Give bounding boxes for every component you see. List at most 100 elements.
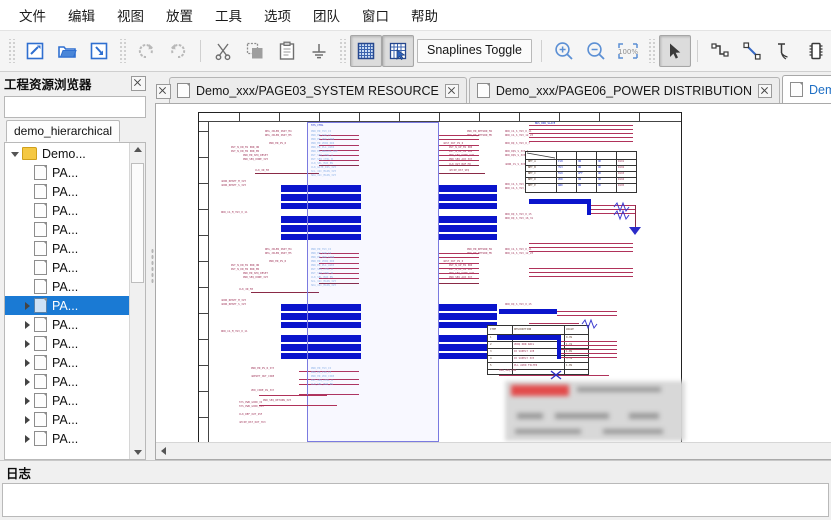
open-folder-icon[interactable]: [51, 35, 83, 67]
grid-snap-icon[interactable]: [382, 35, 414, 67]
menu-view[interactable]: 视图: [117, 9, 144, 24]
grid-toggle-icon[interactable]: [350, 35, 382, 67]
schematic-block: [309, 344, 361, 351]
selection-rectangle[interactable]: [307, 122, 439, 442]
tree-item-label: PA...: [52, 298, 79, 313]
tree-item[interactable]: PA...: [5, 277, 129, 296]
project-filter-input[interactable]: [4, 96, 146, 118]
toolbar-grip-place[interactable]: [646, 39, 656, 63]
chevron-right-icon[interactable]: [21, 299, 34, 312]
new-document-icon[interactable]: [19, 35, 51, 67]
scroll-down-icon[interactable]: [130, 445, 145, 459]
chevron-right-icon[interactable]: [21, 413, 34, 426]
schematic-canvas[interactable]: RPG_JOLEN_INIT_M4 RPG_JOLEN_INIT_M5 PWR_…: [156, 104, 831, 442]
chevron-right-icon[interactable]: [21, 318, 34, 331]
tab-overflow-close-icon[interactable]: [155, 83, 171, 99]
tree-item[interactable]: PA...: [5, 410, 129, 429]
tree-item[interactable]: PA...: [5, 315, 129, 334]
tree-item[interactable]: PA...: [5, 353, 129, 372]
tree-root-demo[interactable]: Demo...: [5, 144, 129, 163]
tab-page03-system-resource[interactable]: Demo_xxx/PAGE03_SYSTEM RESOURCE: [169, 77, 467, 103]
tab-active-demo[interactable]: Demo_xxx/: [781, 75, 831, 103]
editor-area: Demo_xxx/PAGE03_SYSTEM RESOURCE Demo_xxx…: [155, 72, 831, 460]
chevron-right-icon[interactable]: [21, 356, 34, 369]
title-block-line1: [577, 387, 661, 392]
menu-window[interactable]: 窗口: [362, 9, 389, 24]
schematic-sheet: RPG_JOLEN_INIT_M4 RPG_JOLEN_INIT_M5 PWR_…: [198, 112, 685, 442]
tab-close-icon[interactable]: [444, 83, 459, 98]
file-icon: [34, 355, 47, 370]
place-bus-icon[interactable]: [736, 35, 768, 67]
pointer-select-icon[interactable]: [658, 35, 691, 67]
place-component-icon[interactable]: [800, 35, 831, 67]
toolbar-grip-file[interactable]: [7, 39, 16, 63]
file-icon: [34, 279, 47, 294]
schematic-block: [439, 185, 497, 192]
tree-item-label: PA...: [52, 355, 79, 370]
file-icon: [34, 431, 47, 446]
tree-item[interactable]: PA...: [5, 220, 129, 239]
schematic-block: [557, 335, 561, 359]
tree-item[interactable]: PA...: [5, 258, 129, 277]
menu-file[interactable]: 文件: [19, 9, 46, 24]
scroll-left-icon[interactable]: [156, 443, 172, 459]
panel-splitter[interactable]: [150, 72, 155, 460]
menu-place[interactable]: 放置: [166, 9, 193, 24]
chevron-down-icon[interactable]: [9, 147, 22, 160]
project-tree[interactable]: Demo... PA... PA... PA... PA... PA... PA…: [5, 143, 129, 459]
tree-item[interactable]: PA...: [5, 334, 129, 353]
menu-help[interactable]: 帮助: [411, 9, 438, 24]
scroll-track[interactable]: [130, 157, 145, 445]
tree-item-selected[interactable]: PA...: [5, 296, 129, 315]
zoom-out-icon[interactable]: [580, 35, 612, 67]
paste-icon[interactable]: [271, 35, 303, 67]
cut-scissors-icon[interactable]: [207, 35, 239, 67]
tree-item[interactable]: PA...: [5, 239, 129, 258]
title-block-logo: [511, 385, 569, 396]
toolbar-grip-edit[interactable]: [118, 39, 127, 63]
tab-scroll-left-icon[interactable]: [155, 79, 171, 103]
tree-item[interactable]: PA...: [5, 163, 129, 182]
chevron-right-icon[interactable]: [21, 337, 34, 350]
menu-edit[interactable]: 编辑: [68, 9, 95, 24]
svg-text:100%: 100%: [618, 48, 638, 56]
scroll-thumb[interactable]: [131, 163, 144, 283]
toolbar-grip-grid[interactable]: [338, 39, 347, 63]
tab-close-icon[interactable]: [757, 83, 772, 98]
project-tree-container: Demo... PA... PA... PA... PA... PA... PA…: [4, 142, 146, 460]
tree-item[interactable]: PA...: [5, 391, 129, 410]
tree-item-label: PA...: [52, 317, 79, 332]
tab-demo-hierarchical[interactable]: demo_hierarchical: [6, 120, 121, 142]
zoom-fit-100-icon[interactable]: 100%: [612, 35, 644, 67]
schematic-block: [439, 234, 497, 240]
tree-item[interactable]: PA...: [5, 372, 129, 391]
tree-item[interactable]: PA...: [5, 201, 129, 220]
log-panel-content[interactable]: [2, 483, 829, 517]
canvas-horizontal-scrollbar[interactable]: [156, 442, 831, 459]
chevron-right-icon[interactable]: [21, 394, 34, 407]
menu-team[interactable]: 团队: [313, 9, 340, 24]
file-icon: [34, 165, 47, 180]
tree-item-label: PA...: [52, 393, 79, 408]
tab-page06-power-distribution[interactable]: Demo_xxx/PAGE06_POWER DISTRIBUTION: [468, 77, 780, 103]
close-icon[interactable]: [131, 75, 146, 91]
scroll-up-icon[interactable]: [130, 143, 145, 157]
chevron-right-icon[interactable]: [21, 432, 34, 445]
menu-options[interactable]: 选项: [264, 9, 291, 24]
place-wire-icon[interactable]: [704, 35, 736, 67]
chevron-right-icon[interactable]: [21, 375, 34, 388]
align-icon[interactable]: [303, 35, 335, 67]
zoom-in-icon[interactable]: [548, 35, 580, 67]
scroll-track-horizontal[interactable]: [172, 443, 831, 459]
undo-icon[interactable]: [130, 35, 162, 67]
redo-icon[interactable]: [162, 35, 194, 67]
menu-tools[interactable]: 工具: [215, 9, 242, 24]
copy-icon[interactable]: [239, 35, 271, 67]
tree-item[interactable]: PA...: [5, 429, 129, 448]
place-net-icon[interactable]: [768, 35, 800, 67]
tree-item[interactable]: PA...: [5, 182, 129, 201]
snaplines-toggle-button[interactable]: Snaplines Toggle: [417, 39, 532, 63]
save-into-folder-icon[interactable]: [83, 35, 115, 67]
tree-vertical-scrollbar[interactable]: [129, 143, 145, 459]
